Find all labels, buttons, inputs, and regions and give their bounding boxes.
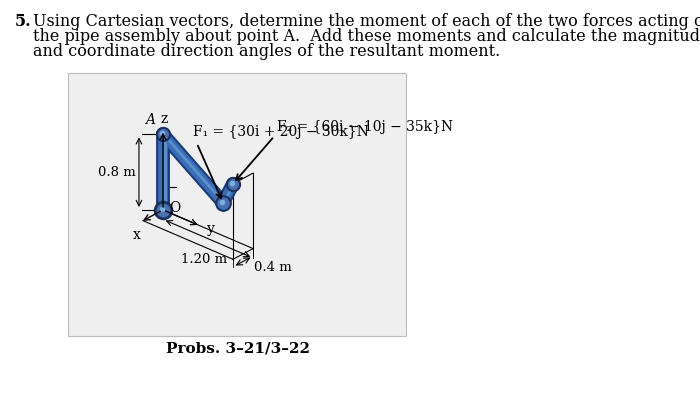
Text: 0.8 m: 0.8 m	[98, 166, 136, 179]
Text: x: x	[133, 228, 141, 242]
Text: and coordinate direction angles of the resultant moment.: and coordinate direction angles of the r…	[33, 43, 500, 60]
Text: z: z	[161, 112, 168, 126]
Bar	[67, 73, 406, 336]
Text: F₂ = {60i − 10j − 35k}N: F₂ = {60i − 10j − 35k}N	[276, 120, 453, 134]
Text: 1.20 m: 1.20 m	[181, 252, 228, 265]
Text: 0.4 m: 0.4 m	[253, 261, 291, 274]
Text: the pipe assembly about point A.  Add these moments and calculate the magnitude: the pipe assembly about point A. Add the…	[33, 28, 700, 45]
Text: O: O	[169, 201, 181, 215]
Text: y: y	[206, 222, 214, 236]
Text: Using Cartesian vectors, determine the moment of each of the two forces acting o: Using Cartesian vectors, determine the m…	[33, 13, 700, 30]
Text: Probs. 3–21/3–22: Probs. 3–21/3–22	[166, 342, 310, 356]
Text: F₁ = {30i + 20j − 30k}N: F₁ = {30i + 20j − 30k}N	[193, 125, 369, 139]
Text: 5.: 5.	[15, 13, 32, 30]
Text: A: A	[146, 113, 155, 126]
